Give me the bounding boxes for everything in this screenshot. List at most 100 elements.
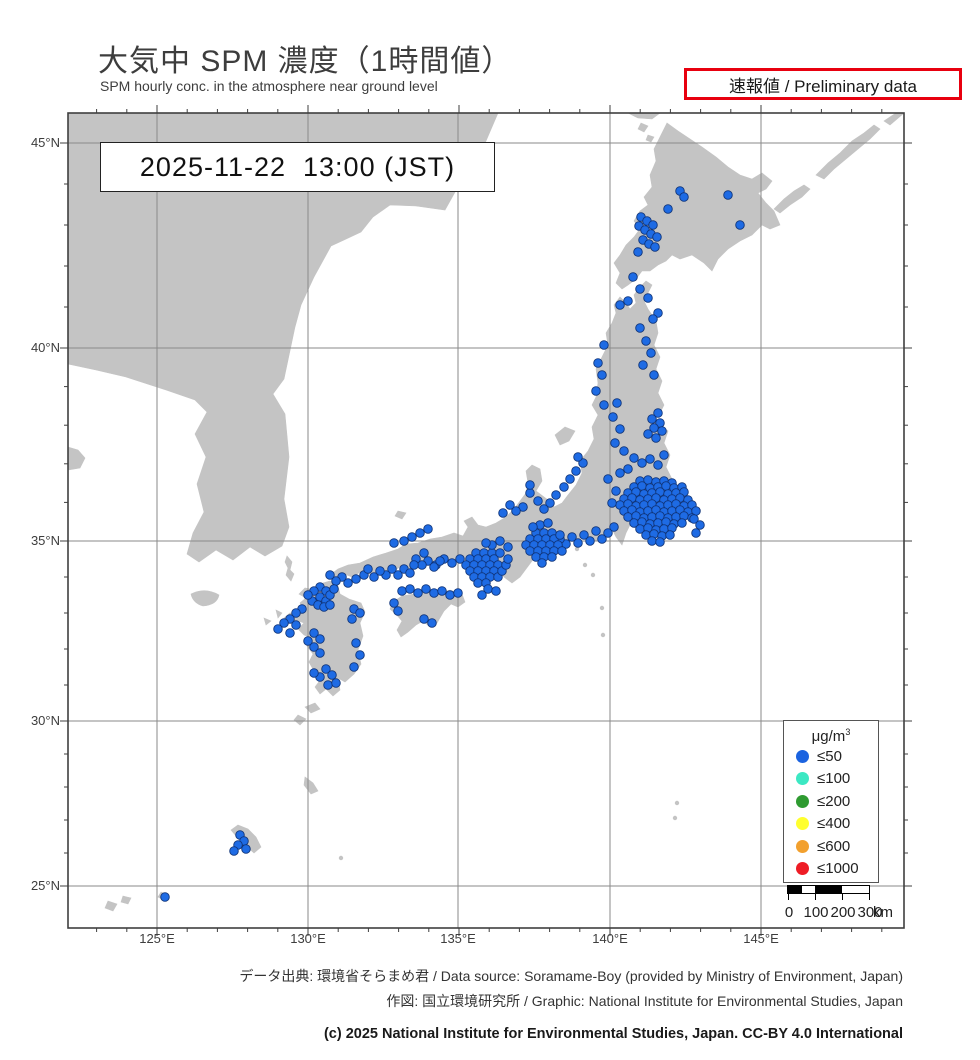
station-dot xyxy=(511,506,521,516)
station-dot xyxy=(653,460,663,470)
station-dot xyxy=(415,528,425,538)
station-dot xyxy=(291,620,301,630)
station-dot xyxy=(629,453,639,463)
station-dot xyxy=(409,560,419,570)
station-dot xyxy=(405,568,415,578)
station-dot xyxy=(498,508,508,518)
station-dot xyxy=(551,490,561,500)
station-dot xyxy=(355,650,365,660)
station-dot xyxy=(495,536,505,546)
station-dot xyxy=(547,552,557,562)
station-dot xyxy=(325,600,335,610)
station-dot xyxy=(612,398,622,408)
station-dot xyxy=(327,670,337,680)
scale-bar-tick-label: 200 xyxy=(830,904,856,921)
station-dot xyxy=(635,284,645,294)
station-dot xyxy=(615,468,625,478)
islet xyxy=(590,572,596,578)
land-yakushima xyxy=(293,714,307,726)
station-dot xyxy=(518,502,528,512)
station-dot xyxy=(646,348,656,358)
station-dot xyxy=(647,414,657,424)
station-dot xyxy=(503,542,513,552)
scale-bar-tick xyxy=(869,893,870,900)
station-dot xyxy=(638,360,648,370)
station-dot xyxy=(663,204,673,214)
station-dot xyxy=(677,518,687,528)
footer-copyright: (c) 2025 National Institute for Environm… xyxy=(323,1026,903,1042)
legend-item: ≤50 xyxy=(784,745,878,768)
station-dot xyxy=(533,496,543,506)
station-dot xyxy=(641,336,651,346)
station-dot xyxy=(623,296,633,306)
land-iturup xyxy=(815,124,881,180)
lat-label-35°N: 35°N xyxy=(30,533,60,548)
map-frame xyxy=(67,112,905,929)
land-goto xyxy=(263,617,272,626)
lat-label-45°N: 45°N xyxy=(30,135,60,150)
station-dot xyxy=(597,370,607,380)
station-dot xyxy=(160,892,170,902)
scale-bar-tick xyxy=(788,893,789,900)
station-dot xyxy=(427,618,437,628)
lon-label-130°E: 130°E xyxy=(290,931,326,946)
station-dot xyxy=(437,586,447,596)
station-dot xyxy=(429,588,439,598)
station-dot xyxy=(413,588,423,598)
lat-label-30°N: 30°N xyxy=(30,713,60,728)
station-dot xyxy=(505,500,515,510)
station-dot xyxy=(633,247,643,257)
station-dot xyxy=(491,586,501,596)
station-dot xyxy=(648,220,658,230)
land-honshu xyxy=(329,280,679,584)
station-dot xyxy=(637,458,647,468)
station-dot xyxy=(241,844,251,854)
footer-graphic-credit: 作図: 国立環境研究所 / Graphic: National Institut… xyxy=(386,993,903,1009)
station-dot xyxy=(303,636,313,646)
station-dot xyxy=(315,648,325,658)
legend-label: ≤1000 xyxy=(817,860,859,878)
station-dot xyxy=(393,606,403,616)
station-dot xyxy=(273,624,283,634)
timestamp-box: 2025-11-22 13:00 (JST) xyxy=(100,142,495,192)
scale-bar-segment xyxy=(815,886,842,893)
station-dot xyxy=(567,532,577,542)
page-title: 大気中 SPM 濃度（1時間値） xyxy=(98,45,513,78)
land-iriomote xyxy=(104,900,118,912)
station-dot xyxy=(375,566,385,576)
station-dot xyxy=(419,614,429,624)
land-rishiri xyxy=(637,122,649,133)
station-dot xyxy=(635,323,645,333)
station-dot xyxy=(387,564,397,574)
station-dot xyxy=(343,578,353,588)
station-dot xyxy=(423,524,433,534)
station-dot xyxy=(559,482,569,492)
legend-swatch xyxy=(796,749,809,763)
japan-spm-map xyxy=(60,105,912,936)
station-dot xyxy=(315,634,325,644)
scale-bar-segment xyxy=(842,886,869,893)
station-dot xyxy=(363,564,373,574)
scale-bar: 0 100 200 300 km xyxy=(785,884,917,921)
station-dot xyxy=(691,528,701,538)
station-dot xyxy=(628,272,638,282)
scale-bar-tick xyxy=(842,893,843,900)
station-dot xyxy=(665,530,675,540)
station-dot xyxy=(419,548,429,558)
islet xyxy=(338,855,344,861)
legend-swatch xyxy=(796,862,809,876)
islet xyxy=(672,815,678,821)
land-continent-korea xyxy=(67,112,499,563)
station-dot xyxy=(405,584,415,594)
station-dot xyxy=(649,370,659,380)
station-dot xyxy=(455,554,465,564)
station-dot xyxy=(555,530,565,540)
station-dot xyxy=(599,340,609,350)
station-dot xyxy=(399,536,409,546)
station-dot xyxy=(723,190,733,200)
station-dot xyxy=(611,486,621,496)
scale-bar-tick-label: 0 xyxy=(784,904,794,921)
land-iki xyxy=(275,609,283,619)
legend-swatch xyxy=(796,839,809,853)
station-dot xyxy=(655,537,665,547)
